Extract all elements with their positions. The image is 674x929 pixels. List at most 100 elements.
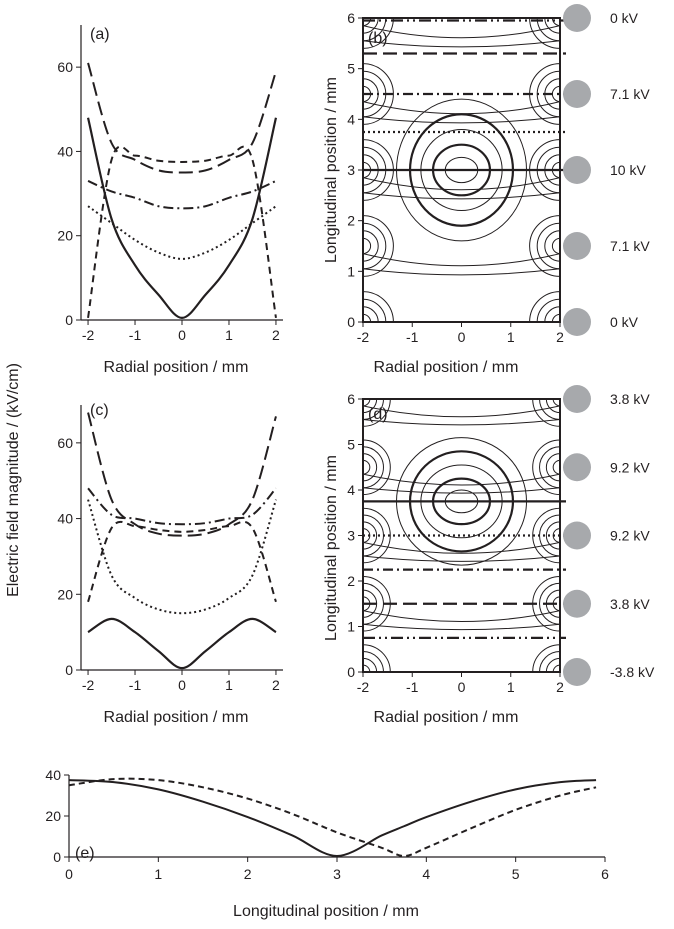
b-xtick-label: 2: [556, 329, 564, 345]
b-wall-contour: [363, 291, 394, 322]
e-ytick-label: 40: [45, 767, 61, 783]
d-electrode: [563, 658, 591, 686]
d-wall-contour: [363, 459, 371, 475]
d-field-line: [363, 541, 560, 554]
c-xtick-label: 1: [225, 677, 233, 693]
b-wall-contour: [363, 306, 379, 322]
d-ytick-label: 3: [347, 528, 355, 544]
d-ytick-label: 2: [347, 573, 355, 589]
c-series-dash-dot: [87, 487, 277, 526]
panel-d-xlabel: Radial position / mm: [374, 709, 519, 726]
d-electrode: [563, 453, 591, 482]
panel-e-label: (e): [75, 845, 95, 862]
b-ytick-label: 2: [347, 213, 355, 229]
b-wall-contour: [529, 18, 560, 49]
b-ytick-label: 3: [347, 162, 355, 178]
a-xtick-label: -1: [129, 327, 142, 343]
c-series-short-dash: [87, 520, 277, 603]
panel-b-plot: -2 -1 0 1 2 0 1 2 3 4 5 6 0 kV 7.1 kV 10 kV 7.1 kV 0 kV: [347, 4, 650, 345]
b-wall-contour: [363, 298, 387, 322]
b-wall-contour: [551, 313, 560, 322]
b-wall-contour: [363, 313, 372, 322]
panel-c-xlabel: Radial position / mm: [104, 709, 249, 726]
b-electrode-label: 7.1 kV: [610, 238, 650, 254]
shared-ylabel: Electric field magnitude / (kV/cm): [5, 363, 22, 597]
d-wall-contour: [363, 439, 391, 496]
d-wall-contour: [532, 399, 560, 427]
a-ytick-label: 0: [65, 312, 73, 328]
panel-e: 0 1 2 3 4 5 6 0 20 40 (e) Longitudinal position /…: [45, 767, 609, 920]
a-series-long-dash: [87, 62, 277, 174]
c-ytick-label: 60: [57, 435, 73, 451]
b-field-line: [363, 101, 560, 115]
b-electrode: [563, 232, 591, 260]
e-ytick-label: 20: [45, 808, 61, 824]
d-electrode-label: 3.8 kV: [610, 391, 650, 407]
b-wall-contour: [544, 230, 560, 262]
d-wall-contour: [552, 664, 560, 672]
e-xtick-label: 1: [154, 866, 162, 882]
d-ytick-label: 1: [347, 619, 355, 635]
b-wall-contour: [544, 306, 560, 322]
b-electrode: [563, 4, 591, 32]
b-field-line: [363, 253, 560, 267]
e-series-dashed: [68, 777, 597, 857]
b-electrode-label: 10 kV: [610, 162, 646, 178]
b-electrode-label: 0 kV: [610, 314, 639, 330]
d-field-line: [363, 610, 560, 622]
d-wall-contour: [545, 399, 560, 414]
panel-e-plot: 0 1 2 3 4 5 6 0 20 40: [45, 767, 609, 882]
a-xtick-label: -2: [82, 327, 95, 343]
d-wall-contour: [552, 399, 560, 407]
d-wall-contour: [545, 657, 560, 672]
b-field-line: [363, 192, 560, 200]
d-wall-contour: [532, 507, 560, 564]
d-wall-contour: [363, 507, 391, 564]
panel-d: -2 -1 0 1 2 0 1 2 3 4 5 6 -3.8 kV 3.8 kV 9.2 kV 9.2 kV 3…: [323, 385, 655, 726]
a-ytick-label: 20: [57, 228, 73, 244]
d-wall-contour: [363, 446, 384, 489]
panel-d-label: (d): [368, 406, 388, 423]
b-electrode-label: 7.1 kV: [610, 86, 650, 102]
panel-a-xlabel: Radial position / mm: [104, 359, 249, 376]
b-field-line: [363, 177, 560, 191]
d-wall-contour: [539, 446, 560, 489]
b-xtick-label: -2: [357, 329, 370, 345]
c-xtick-label: -2: [82, 677, 95, 693]
c-ytick-label: 0: [65, 662, 73, 678]
d-xtick-label: 1: [507, 679, 515, 695]
a-ytick-label: 60: [57, 59, 73, 75]
b-wall-contour: [363, 18, 394, 49]
d-xtick-label: 2: [556, 679, 564, 695]
e-ytick-label: 0: [53, 849, 61, 865]
b-wall-contour: [363, 237, 372, 255]
d-ytick-label: 0: [347, 664, 355, 680]
a-series-short-dash: [87, 145, 277, 319]
d-wall-contour: [363, 521, 378, 550]
c-series-long-dash: [87, 412, 277, 537]
a-series-solid: [86, 117, 278, 319]
d-wall-contour: [363, 399, 378, 414]
b-electrode: [563, 156, 591, 184]
d-wall-contour: [532, 439, 560, 496]
d-electrode-label: -3.8 kV: [610, 664, 655, 680]
d-electrode-label: 9.2 kV: [610, 459, 650, 475]
e-xtick-label: 3: [333, 866, 341, 882]
panel-b-xlabel: Radial position / mm: [374, 359, 519, 376]
d-wall-contour: [552, 459, 560, 475]
d-wall-contour: [363, 657, 378, 672]
b-ytick-label: 0: [347, 314, 355, 330]
d-wall-contour: [545, 453, 560, 482]
b-wall-contour: [363, 215, 394, 277]
a-xtick-label: 0: [178, 327, 186, 343]
b-wall-contour: [363, 63, 394, 125]
d-field-line: [363, 487, 560, 494]
d-field-line: [363, 405, 560, 418]
panel-d-plot: -2 -1 0 1 2 0 1 2 3 4 5 6 -3.8 kV 3.8 kV 9.2 kV 9.2 kV 3…: [347, 385, 655, 695]
c-series-solid: [87, 617, 277, 670]
